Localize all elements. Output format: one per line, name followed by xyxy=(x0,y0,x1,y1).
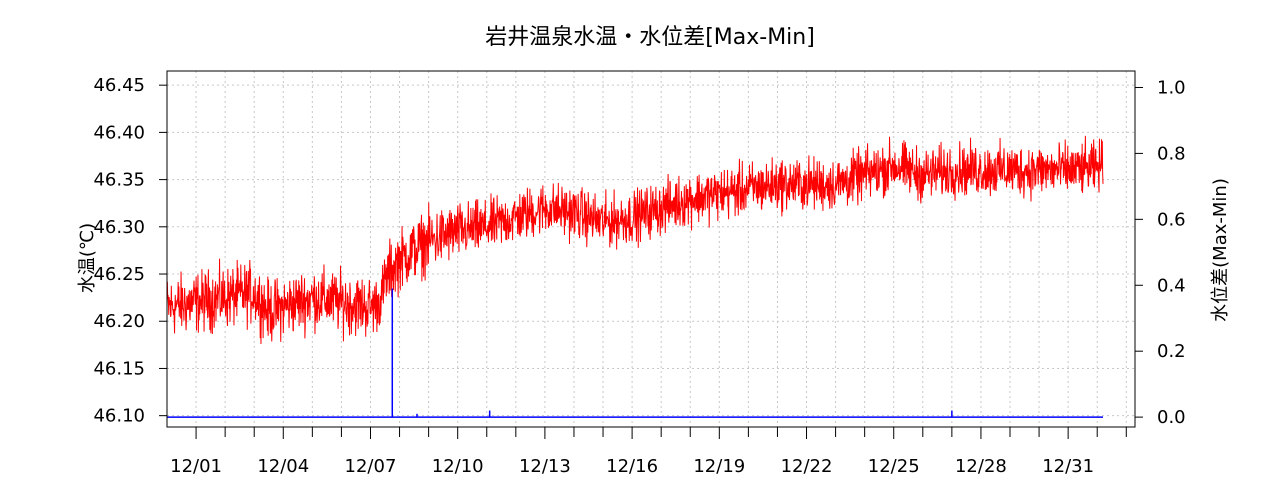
y-left-tick-label: 46.40 xyxy=(93,122,145,143)
data-series xyxy=(166,135,1104,418)
y-left-tick-label: 46.25 xyxy=(93,264,145,285)
x-tick-label: 12/10 xyxy=(432,456,484,477)
grid-lines xyxy=(167,71,1135,427)
y-right-tick-label: 1.0 xyxy=(1157,77,1186,98)
y-left-tick-label: 46.45 xyxy=(93,75,145,96)
x-tick-label: 12/07 xyxy=(345,456,397,477)
x-tick-label: 12/16 xyxy=(606,456,658,477)
x-tick-label: 12/31 xyxy=(1042,456,1094,477)
y-axis-label-left: 水温(℃) xyxy=(77,223,98,293)
x-tick-label: 12/28 xyxy=(955,456,1007,477)
x-tick-label: 12/22 xyxy=(781,456,833,477)
y-left-tick-label: 46.10 xyxy=(93,406,145,427)
y-left-tick-label: 46.15 xyxy=(93,358,145,379)
y-right-tick-label: 0.6 xyxy=(1157,209,1186,230)
x-tick-label: 12/25 xyxy=(868,456,920,477)
axes: 46.10 46.15 46.20 46.25 46.30 46.35 46.40 46.45… xyxy=(93,75,1185,477)
y-left-tick-label: 46.30 xyxy=(93,217,145,238)
y-right-tick-label: 0.2 xyxy=(1157,341,1186,362)
chart-title: 岩井温泉水温・水位差[Max-Min] xyxy=(485,25,815,50)
x-tick-label: 12/01 xyxy=(170,456,222,477)
x-tick-label: 12/13 xyxy=(519,456,571,477)
y-left-tick-label: 46.35 xyxy=(93,170,145,191)
y-left-tick-label: 46.20 xyxy=(93,311,145,332)
x-tick-label: 12/04 xyxy=(257,456,309,477)
x-tick-label: 12/19 xyxy=(693,456,745,477)
y-right-tick-label: 0.4 xyxy=(1157,275,1186,296)
water-temperature-line xyxy=(166,135,1104,344)
plot-frame xyxy=(166,70,1136,428)
y-right-tick-label: 0.0 xyxy=(1157,407,1186,428)
y-axis-label-right: 水位差(Max-Min) xyxy=(1210,178,1231,322)
y-right-tick-label: 0.8 xyxy=(1157,143,1186,164)
